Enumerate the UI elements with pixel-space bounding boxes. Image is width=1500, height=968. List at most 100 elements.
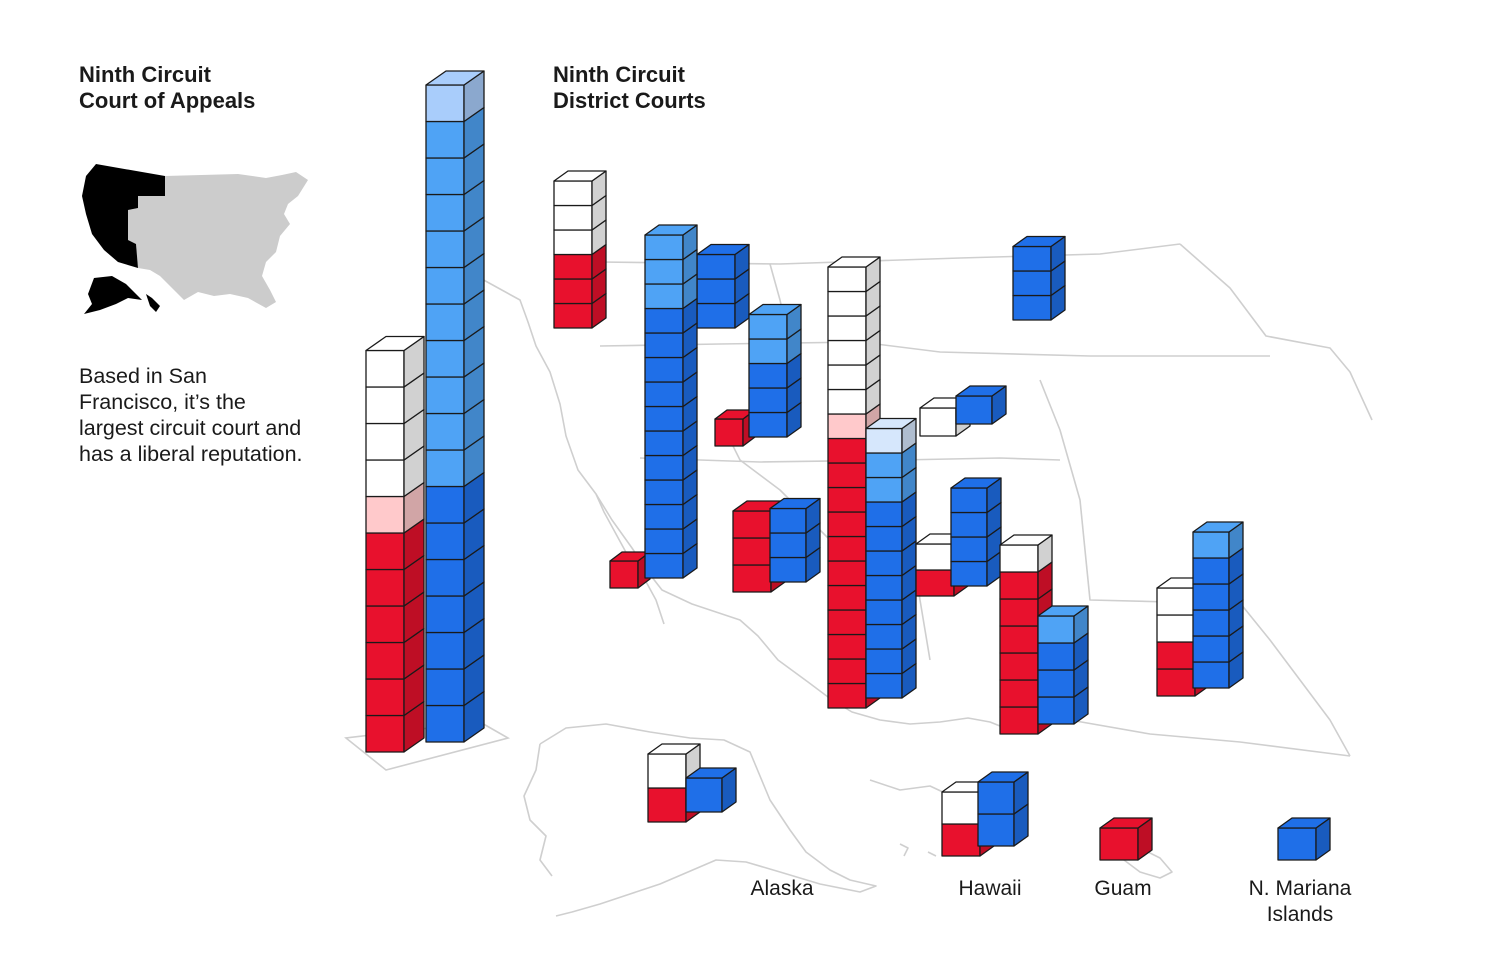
- cube-front-face: [1277, 827, 1317, 861]
- cube-democrat_active: [950, 526, 1002, 563]
- cube-front-face: [915, 569, 955, 597]
- cube-front-face: [696, 278, 736, 305]
- cube-republican_senior: [365, 481, 425, 534]
- district-heading-line-2: District Courts: [553, 88, 706, 113]
- cube-democrat_senior: [865, 442, 917, 479]
- cube-front-face: [865, 501, 903, 528]
- cube-vacant: [365, 372, 425, 425]
- stack-hawaii-democrat: [977, 771, 1029, 847]
- cube-top-face: [685, 767, 737, 779]
- cube-democrat_active: [644, 297, 698, 334]
- cube-democrat_senior: [425, 143, 485, 196]
- cube-front-face: [865, 574, 903, 601]
- court-idaho: [714, 303, 802, 447]
- cube-front-face: [950, 487, 988, 514]
- cube-front-face: [425, 157, 465, 196]
- cube-democrat_senior: [425, 179, 485, 232]
- cube-front-face: [941, 791, 981, 825]
- cube-top-face: [999, 534, 1053, 546]
- cube-front-face: [769, 532, 807, 559]
- cube-democrat_active: [696, 243, 750, 280]
- cube-front-face: [827, 658, 867, 685]
- cube-democrat_active: [950, 477, 1002, 514]
- cube-democrat_active: [644, 518, 698, 555]
- court-e-d-california: [827, 256, 917, 709]
- cube-front-face: [827, 682, 867, 709]
- appeals-heading-line-1: Ninth Circuit: [79, 62, 211, 87]
- cube-front-face: [1192, 661, 1230, 689]
- cube-democrat_active: [865, 662, 917, 699]
- cube-front-face: [425, 412, 465, 451]
- stack-alaska-democrat: [685, 767, 737, 813]
- cube-top-face: [647, 743, 701, 755]
- cube-republican_active: [365, 591, 425, 644]
- cube-republican_active: [365, 518, 425, 571]
- cube-vacant: [827, 305, 881, 342]
- cube-front-face: [553, 253, 593, 280]
- cube-front-face: [644, 283, 684, 310]
- cube-front-face: [425, 449, 465, 488]
- cube-front-face: [915, 543, 955, 571]
- cube-front-face: [644, 479, 684, 506]
- cube-front-face: [865, 476, 903, 503]
- court-arizona: [1156, 521, 1244, 697]
- cube-front-face: [827, 633, 867, 660]
- cube-democrat_senior: [425, 362, 485, 415]
- cube-top-face: [769, 497, 821, 510]
- cube-front-face: [732, 564, 772, 593]
- cube-democrat_active: [1037, 659, 1089, 698]
- cube-top-face: [950, 477, 1002, 489]
- cube-democrat_active: [950, 550, 1002, 587]
- cube-top-face: [425, 70, 485, 86]
- cube-front-face: [999, 598, 1039, 627]
- cube-democrat_pale: [425, 70, 485, 123]
- label-n-mariana-islands: N. Mariana Islands: [1230, 876, 1370, 928]
- appeals-court-heading: Ninth Circuit Court of Appeals: [79, 62, 255, 114]
- stack-oregon-republican: [609, 551, 651, 589]
- cube-front-face: [553, 204, 593, 231]
- cube-front-face: [644, 405, 684, 432]
- cube-front-face: [999, 706, 1039, 735]
- cube-democrat_active: [1192, 599, 1244, 637]
- cube-front-face: [1156, 614, 1196, 643]
- state-line-6: [1235, 597, 1351, 757]
- stack-n-mariana-islands-democrat: [1277, 817, 1331, 861]
- label-guam: Guam: [1094, 877, 1152, 900]
- cube-front-face: [748, 313, 788, 340]
- cube-front-face: [827, 535, 867, 562]
- cube-front-face: [977, 813, 1015, 847]
- cube-front-face: [365, 678, 405, 717]
- stack-arizona-democrat: [1192, 521, 1244, 689]
- cube-vacant: [827, 256, 881, 293]
- cube-front-face: [365, 349, 405, 388]
- cube-front-face: [955, 395, 993, 425]
- cube-front-face: [769, 507, 807, 534]
- alaska-coast-detail: [523, 743, 553, 877]
- state-line-7: [1069, 719, 1351, 757]
- cube-front-face: [827, 266, 867, 293]
- stack-idaho-democrat: [748, 303, 802, 438]
- cube-front-face: [827, 609, 867, 636]
- court-w-d-washington: [553, 170, 607, 329]
- cube-front-face: [644, 381, 684, 408]
- inset-map-rest-of-us: [128, 172, 308, 308]
- cube-front-face: [647, 787, 687, 823]
- cube-top-face: [365, 335, 425, 352]
- cube-front-face: [644, 332, 684, 359]
- cube-front-face: [827, 388, 867, 415]
- cube-front-face: [1037, 669, 1075, 698]
- cube-front-face: [1156, 668, 1196, 697]
- cube-front-face: [365, 422, 405, 461]
- court-montana: [1012, 235, 1066, 321]
- inset-map-ninth-circuit: [82, 164, 165, 268]
- cube-democrat_active: [769, 522, 821, 559]
- cube-front-face: [425, 522, 465, 561]
- cube-top-face: [553, 170, 607, 182]
- cube-front-face: [1156, 641, 1196, 670]
- cube-front-face: [365, 714, 405, 753]
- stack-c-d-california-democrat: [950, 477, 1002, 587]
- cube-top-face: [748, 303, 802, 316]
- cube-front-face: [732, 537, 772, 566]
- cube-front-face: [425, 485, 465, 524]
- stack-e-d-washington-democrat: [696, 243, 750, 329]
